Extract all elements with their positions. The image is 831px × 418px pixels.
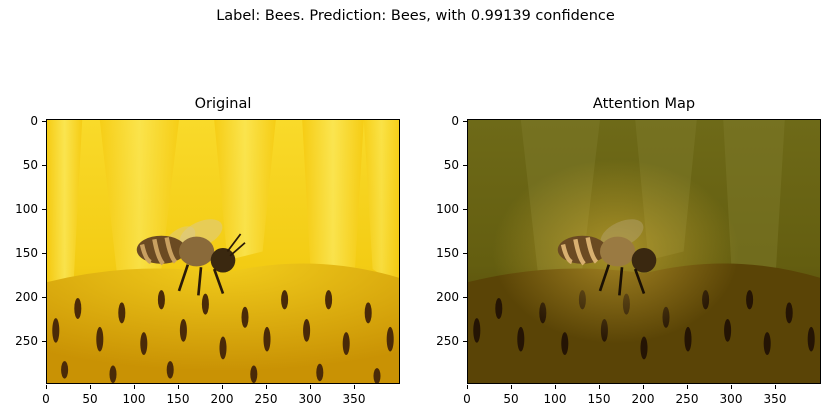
attention-map-image bbox=[468, 120, 820, 383]
y-tick-left-50: 50 bbox=[2, 158, 46, 172]
original-bee-image bbox=[47, 120, 399, 383]
figure-suptitle: Label: Bees. Prediction: Bees, with 0.99… bbox=[216, 8, 615, 24]
y-tick-right-250: 250 bbox=[423, 334, 467, 348]
panel-title-attention: Attention Map bbox=[592, 96, 696, 112]
x-tick-right-150: 150 bbox=[579, 385, 619, 406]
x-tick-left-350: 350 bbox=[334, 385, 374, 406]
y-tick-right-100: 100 bbox=[423, 202, 467, 216]
y-tick-left-200: 200 bbox=[2, 290, 46, 304]
x-tick-left-50: 50 bbox=[70, 385, 110, 406]
x-tick-right-200: 200 bbox=[623, 385, 663, 406]
bee bbox=[136, 219, 246, 296]
y-tick-left-250: 250 bbox=[2, 334, 46, 348]
x-tick-left-200: 200 bbox=[202, 385, 242, 406]
attention-map-axes bbox=[467, 119, 821, 384]
x-tick-right-250: 250 bbox=[667, 385, 707, 406]
y-tick-right-200: 200 bbox=[423, 290, 467, 304]
y-tick-left-150: 150 bbox=[2, 246, 46, 260]
y-tick-right-150: 150 bbox=[423, 246, 467, 260]
x-tick-left-150: 150 bbox=[158, 385, 198, 406]
y-tick-right-0: 0 bbox=[423, 114, 467, 128]
x-tick-left-300: 300 bbox=[290, 385, 330, 406]
y-tick-left-0: 0 bbox=[2, 114, 46, 128]
x-tick-left-0: 0 bbox=[26, 385, 66, 406]
original-image-axes bbox=[46, 119, 400, 384]
y-tick-right-50: 50 bbox=[423, 158, 467, 172]
bee-highlighted bbox=[557, 219, 657, 296]
panel-title-original: Original bbox=[194, 96, 252, 112]
x-tick-right-50: 50 bbox=[491, 385, 531, 406]
x-tick-right-350: 350 bbox=[755, 385, 795, 406]
y-tick-left-100: 100 bbox=[2, 202, 46, 216]
x-tick-right-100: 100 bbox=[535, 385, 575, 406]
x-tick-right-0: 0 bbox=[447, 385, 487, 406]
x-tick-left-100: 100 bbox=[114, 385, 154, 406]
x-tick-right-300: 300 bbox=[711, 385, 751, 406]
x-tick-left-250: 250 bbox=[246, 385, 286, 406]
